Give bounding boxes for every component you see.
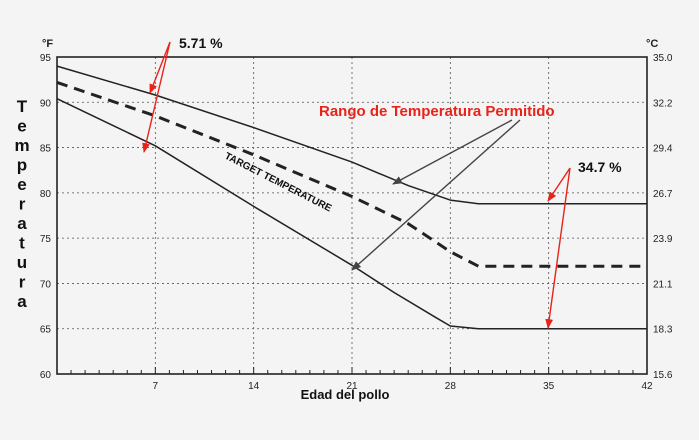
target-temperature-line bbox=[56, 80, 647, 268]
x-tick-label: 42 bbox=[641, 381, 653, 392]
y-axis-label-letter: r bbox=[19, 195, 26, 214]
range-pointer-upper bbox=[392, 119, 513, 185]
range-pointer-lower bbox=[351, 119, 521, 271]
y-axis-label-letter: a bbox=[17, 292, 27, 311]
y-axis-label-letter: r bbox=[19, 273, 26, 292]
pct-left-arrow-upper bbox=[149, 41, 171, 94]
pct-left-annotation: 5.71 % bbox=[179, 35, 223, 51]
range-annotation: Rango de Temperatura Permitido bbox=[319, 103, 555, 120]
y-axis-label-letter: a bbox=[17, 214, 27, 233]
pct-right-arrow-lower bbox=[545, 167, 571, 329]
x-tick-label: 7 bbox=[153, 381, 159, 392]
y-left-tick-label: 65 bbox=[40, 325, 52, 336]
x-tick-label: 21 bbox=[346, 381, 358, 392]
axes: 60 15.6 65 18.3 70 21.1 75 23.9 80 26.7 85 29.4 90 32… bbox=[14, 53, 672, 392]
y-left-tick-label: 90 bbox=[40, 98, 52, 109]
range-boundary-line-2 bbox=[56, 98, 647, 330]
range-boundary-line-0 bbox=[56, 65, 647, 205]
y-axis-label-letter: e bbox=[17, 117, 26, 136]
y-axis-label-letter: t bbox=[19, 234, 25, 253]
y-right-tick-label: 23.9 bbox=[653, 234, 673, 245]
annotations bbox=[142, 41, 571, 329]
y-axis-label-letter: T bbox=[17, 97, 28, 116]
x-tick-label: 14 bbox=[248, 381, 260, 392]
y-right-tick-label: 26.7 bbox=[653, 189, 673, 200]
y-axis-label-letter: m bbox=[14, 136, 29, 155]
y-right-tick-label: 15.6 bbox=[653, 370, 673, 381]
x-tick-label: 35 bbox=[543, 381, 555, 392]
y-axis-label-letter: u bbox=[17, 253, 27, 272]
y-right-tick-label: 32.2 bbox=[653, 98, 673, 109]
y-left-tick-label: 85 bbox=[40, 144, 52, 155]
y-right-tick-label: 35.0 bbox=[653, 53, 673, 64]
x-tick-label: 28 bbox=[445, 381, 457, 392]
y-axis-label-letter: e bbox=[17, 175, 26, 194]
y-left-tick-label: 70 bbox=[40, 279, 52, 290]
y-right-tick-label: 18.3 bbox=[653, 325, 673, 336]
y-right-tick-label: 29.4 bbox=[653, 144, 673, 155]
y-left-tick-label: 95 bbox=[40, 53, 52, 64]
y-right-tick-label: 21.1 bbox=[653, 279, 673, 290]
y-left-unit: °F bbox=[42, 38, 53, 50]
pct-left-arrow-lower bbox=[142, 41, 171, 153]
pct-right-arrow-upper bbox=[547, 167, 571, 202]
y-axis-label-letter: p bbox=[17, 156, 27, 175]
y-left-tick-label: 75 bbox=[40, 234, 52, 245]
y-left-tick-label: 80 bbox=[40, 189, 52, 200]
y-left-tick-label: 60 bbox=[40, 370, 52, 381]
y-right-unit: °C bbox=[646, 38, 658, 50]
x-axis-label: Edad del pollo bbox=[301, 387, 390, 402]
pct-right-annotation: 34.7 % bbox=[578, 159, 622, 175]
series-lines bbox=[56, 65, 647, 330]
